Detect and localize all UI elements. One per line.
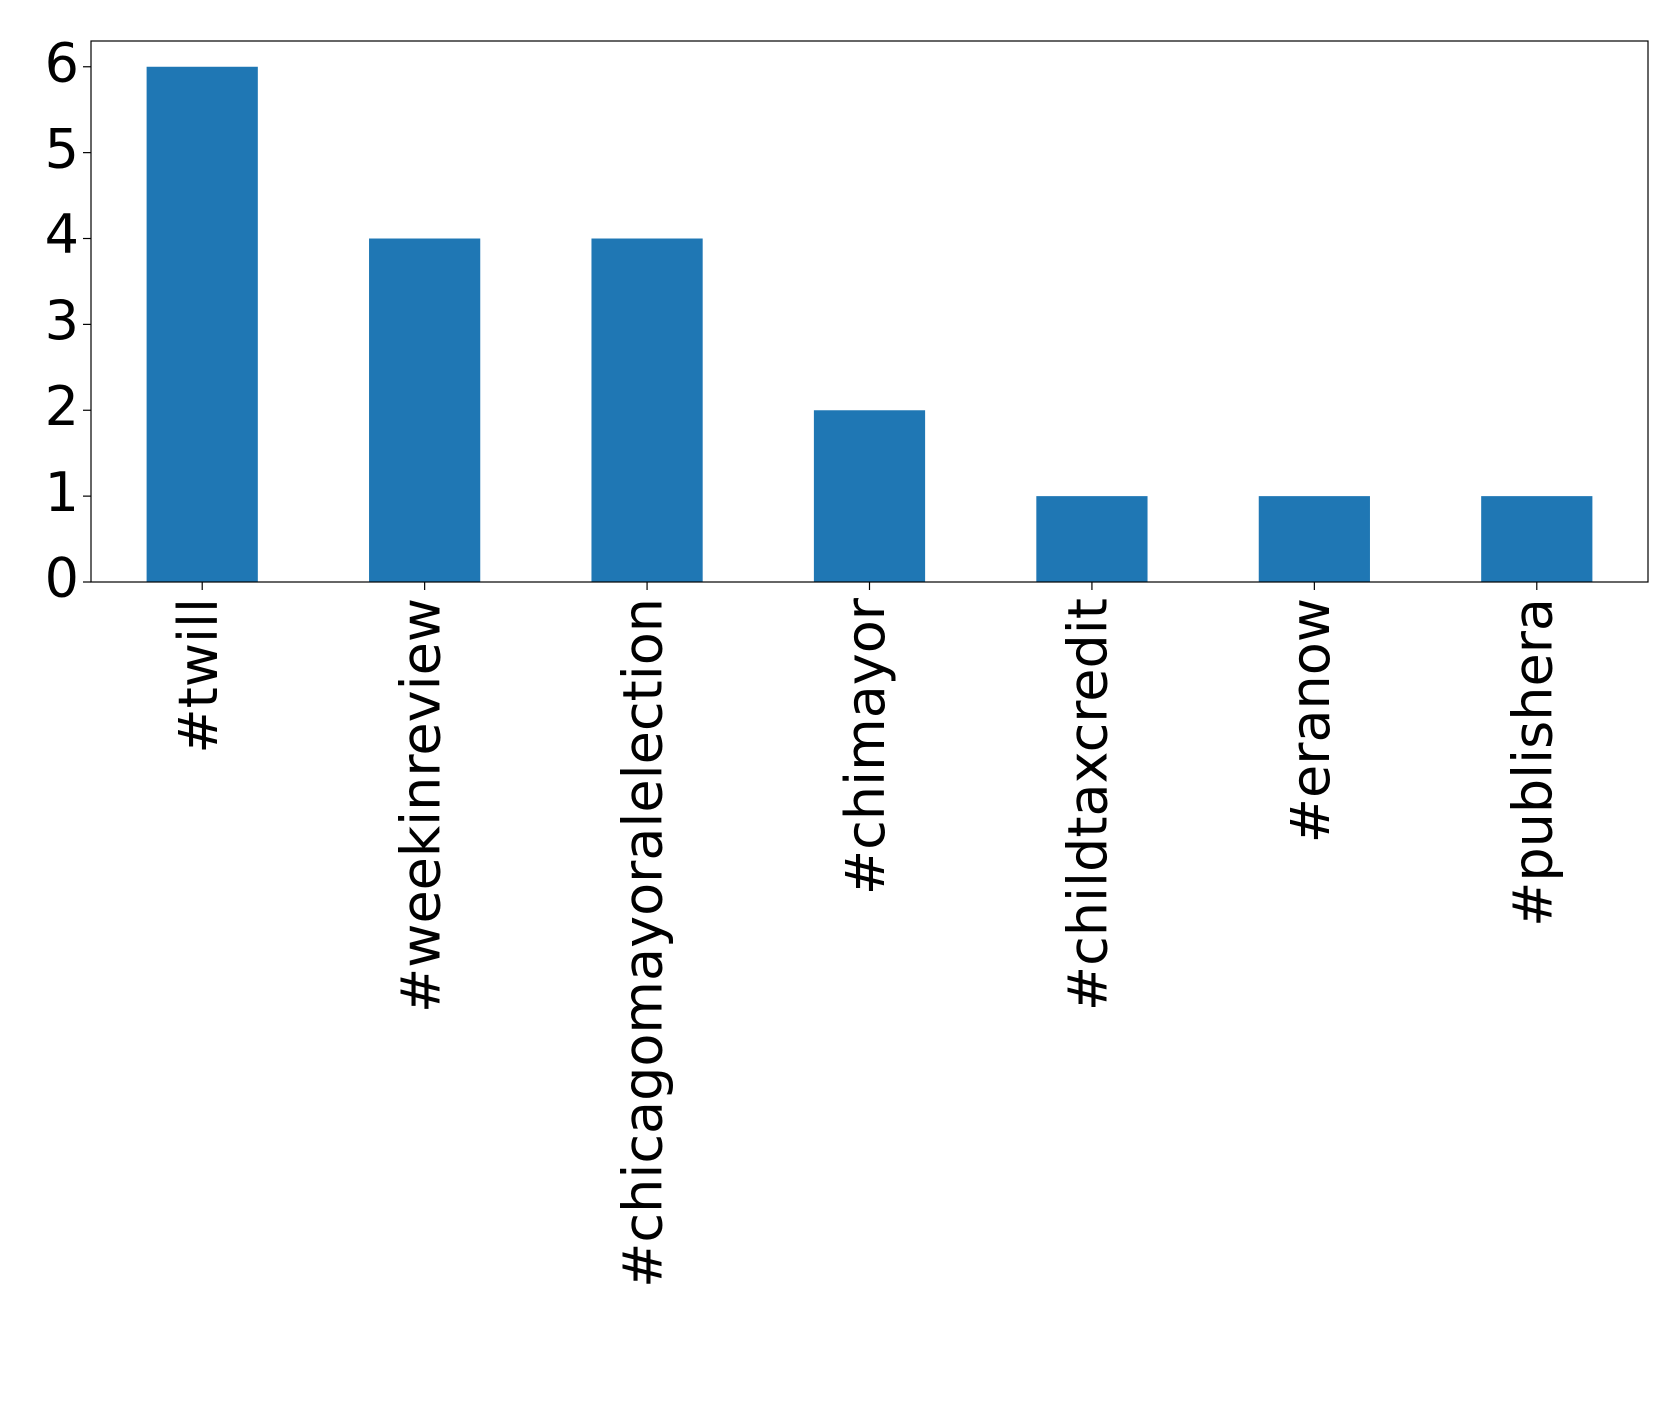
bar	[1258, 496, 1370, 582]
y-tick-label: 4	[45, 203, 79, 266]
x-tick-label: #chicagomayoralelection	[612, 598, 675, 1288]
bar	[591, 238, 703, 582]
bar	[1036, 496, 1148, 582]
x-tick-label: #chimayor	[834, 597, 897, 895]
bar	[146, 66, 258, 582]
y-tick-label: 3	[45, 289, 79, 352]
y-tick-label: 0	[45, 547, 79, 610]
x-tick-label: #eranow	[1279, 598, 1342, 843]
bar	[813, 410, 926, 582]
bar	[1481, 496, 1593, 582]
y-tick-label: 2	[45, 375, 79, 438]
bar	[369, 238, 481, 582]
y-tick-label: 5	[45, 117, 79, 180]
x-tick-label: #publishera	[1501, 598, 1564, 927]
x-tick-label: #weekinreview	[389, 598, 452, 1013]
y-tick-label: 1	[45, 461, 79, 524]
y-tick-label: 6	[45, 31, 79, 94]
x-tick-label: #twill	[167, 598, 230, 754]
plot-frame	[90, 40, 1649, 583]
x-tick-label: #childtaxcredit	[1057, 598, 1120, 1011]
